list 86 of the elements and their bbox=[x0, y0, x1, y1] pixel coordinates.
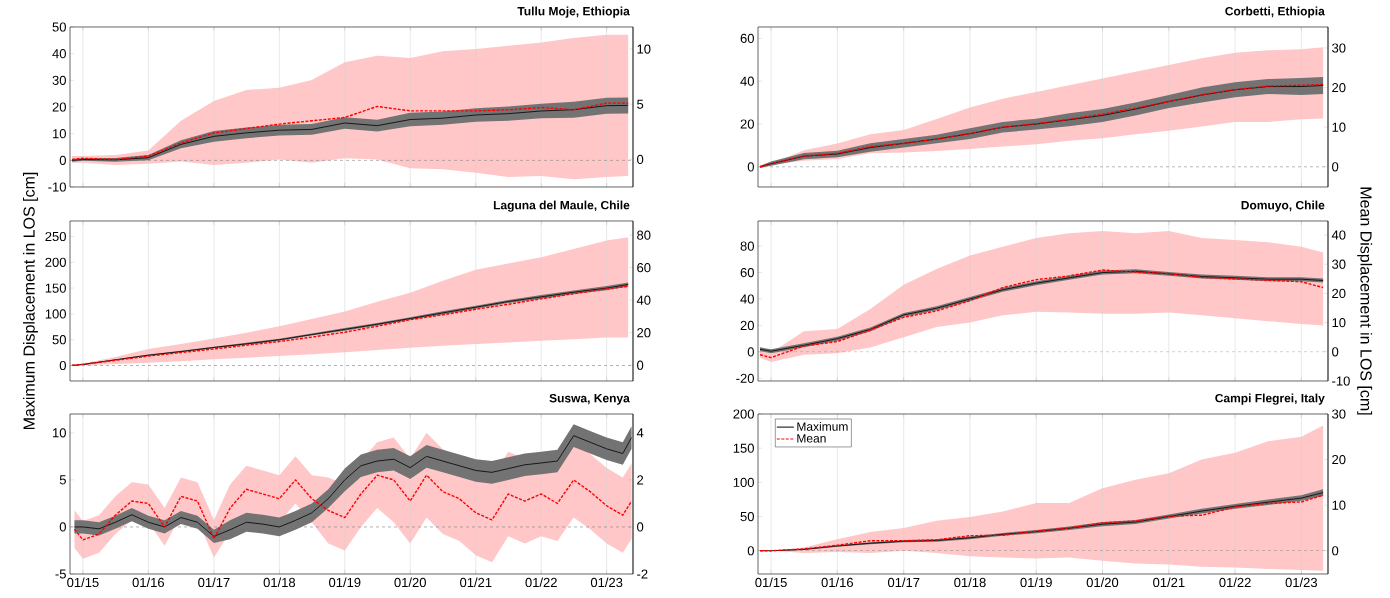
y2-tick-label: 10 bbox=[637, 44, 651, 54]
y2-tick-label: 0 bbox=[1332, 546, 1339, 556]
y-tick-label: 60 bbox=[740, 33, 754, 43]
y2-tick-label: 30 bbox=[1332, 409, 1346, 419]
y-tick-label: 200 bbox=[45, 257, 66, 267]
y2-tick-label: 60 bbox=[637, 263, 651, 273]
x-tick-label: 01/20 bbox=[394, 577, 426, 588]
y-tick-label: -10 bbox=[48, 182, 66, 192]
y2-tick-label: 20 bbox=[1332, 288, 1346, 299]
y-tick-label: 50 bbox=[52, 335, 66, 345]
x-tick-label: 01/19 bbox=[329, 577, 361, 588]
y-tick-label: -20 bbox=[736, 373, 754, 383]
chart-title: Suswa, Kenya bbox=[549, 393, 630, 405]
y-axis-title: Maximum Displacement in LOS [cm] bbox=[23, 172, 38, 430]
y-tick-label: 60 bbox=[740, 267, 754, 278]
y2-tick-label: 5 bbox=[637, 99, 644, 109]
y-tick-label: 0 bbox=[747, 347, 754, 357]
y-tick-label: 100 bbox=[45, 309, 66, 319]
x-tick-label: 01/22 bbox=[525, 577, 557, 588]
y-tick-label: 150 bbox=[733, 443, 754, 453]
y-tick-label: 20 bbox=[740, 119, 754, 129]
x-tick-label: 01/19 bbox=[1020, 577, 1052, 588]
y-tick-label: 0 bbox=[747, 546, 754, 556]
y-tick-label: 10 bbox=[53, 428, 66, 438]
y2-tick-label: 20 bbox=[637, 328, 651, 338]
y2-tick-label: 2 bbox=[637, 475, 644, 485]
chart-title: Laguna del Maule, Chile bbox=[493, 200, 630, 212]
y2-tick-label: 80 bbox=[637, 230, 651, 240]
y-tick-label: 80 bbox=[740, 241, 754, 251]
y2-axis-title: Mean Displacement in LOS [cm] bbox=[1357, 187, 1373, 415]
y2-tick-label: -2 bbox=[637, 569, 648, 579]
x-tick-label: 01/16 bbox=[132, 577, 165, 588]
y-tick-label: 50 bbox=[740, 511, 754, 522]
y2-tick-label: 30 bbox=[1332, 259, 1346, 269]
y2-tick-label: 0 bbox=[637, 360, 644, 370]
y-tick-label: 40 bbox=[52, 49, 66, 59]
y-tick-label: 30 bbox=[52, 75, 66, 85]
y2-tick-label: 40 bbox=[636, 295, 651, 305]
x-tick-label: 01/20 bbox=[1086, 577, 1119, 588]
y-tick-label: 200 bbox=[733, 409, 754, 419]
legend-label: Maximum bbox=[797, 422, 848, 431]
y2-tick-label: 10 bbox=[1332, 122, 1346, 132]
chart-title: Corbetti, Ethiopia bbox=[1225, 6, 1325, 18]
y-tick-label: 0 bbox=[59, 522, 66, 532]
y-tick-label: 0 bbox=[747, 162, 754, 172]
y-tick-label: 50 bbox=[52, 22, 66, 32]
y2-tick-label: 0 bbox=[637, 154, 644, 165]
x-tick-label: 01/21 bbox=[1153, 577, 1185, 588]
chart-title: Tullu Moje, Ethiopia bbox=[517, 6, 630, 18]
legend-label: Mean bbox=[797, 434, 826, 443]
x-tick-label: 01/17 bbox=[887, 577, 920, 588]
y2-tick-label: 0 bbox=[1332, 162, 1339, 172]
y-tick-label: 250 bbox=[45, 231, 66, 242]
y2-tick-label: 20 bbox=[1332, 82, 1346, 93]
y-tick-label: 150 bbox=[45, 283, 66, 293]
y-tick-label: 40 bbox=[740, 294, 754, 304]
chart-title: Domuyo, Chile bbox=[1241, 200, 1325, 212]
x-tick-label: 01/18 bbox=[263, 577, 296, 588]
x-tick-label: 01/18 bbox=[954, 577, 986, 588]
x-tick-label: 01/23 bbox=[590, 577, 623, 588]
y-tick-label: 0 bbox=[59, 360, 66, 371]
x-tick-label: 01/23 bbox=[1285, 577, 1318, 588]
y-tick-label: 20 bbox=[52, 102, 66, 112]
y-tick-label: 100 bbox=[733, 477, 754, 487]
x-tick-label: 01/15 bbox=[755, 577, 787, 588]
chart-title: Campi Flegrei, Italy bbox=[1215, 393, 1325, 405]
y2-tick-label: 10 bbox=[1332, 500, 1346, 510]
x-tick-label: 01/22 bbox=[1219, 577, 1251, 588]
y2-tick-label: 20 bbox=[1332, 454, 1346, 465]
x-tick-label: 01/15 bbox=[67, 577, 99, 588]
x-tick-label: 01/16 bbox=[821, 577, 854, 588]
x-tick-label: 01/21 bbox=[460, 577, 492, 588]
y2-tick-label: -10 bbox=[1332, 376, 1350, 386]
x-tick-label: 01/17 bbox=[198, 577, 230, 588]
y2-tick-label: 40 bbox=[1331, 230, 1346, 240]
y-tick-label: 20 bbox=[740, 320, 754, 331]
y2-tick-label: 4 bbox=[636, 428, 644, 438]
y-tick-label: 0 bbox=[59, 155, 66, 165]
y-tick-label: 5 bbox=[59, 475, 66, 485]
y-tick-label: -5 bbox=[55, 569, 66, 579]
y2-tick-label: 30 bbox=[1332, 43, 1346, 53]
y2-tick-label: 0 bbox=[637, 522, 644, 532]
y-tick-label: 10 bbox=[53, 129, 66, 139]
y-tick-label: 40 bbox=[740, 76, 754, 86]
y2-tick-label: 0 bbox=[1332, 347, 1339, 357]
y2-tick-label: 10 bbox=[1332, 318, 1346, 328]
